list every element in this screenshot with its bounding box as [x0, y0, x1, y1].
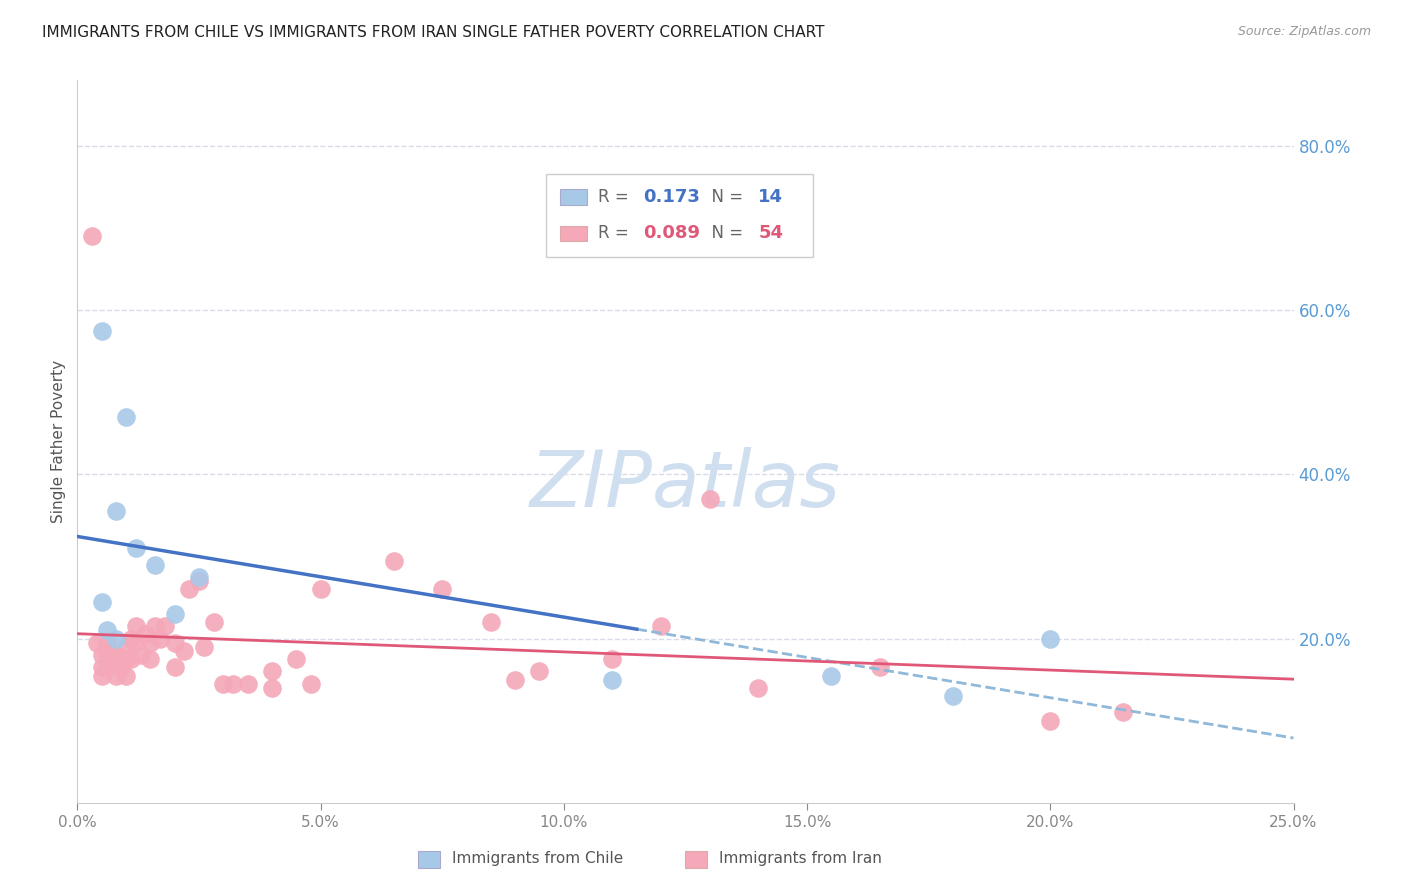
- Point: [153, 619, 176, 633]
- Point: [96, 644, 118, 658]
- Point: [869, 660, 891, 674]
- Point: [90, 668, 112, 682]
- Point: [1039, 632, 1062, 646]
- Point: [90, 648, 112, 662]
- Point: [139, 652, 162, 666]
- Point: [90, 660, 112, 674]
- Point: [202, 615, 225, 630]
- Text: Immigrants from Chile: Immigrants from Chile: [451, 851, 623, 866]
- Point: [96, 660, 118, 674]
- Point: [193, 640, 215, 654]
- Point: [115, 668, 138, 682]
- Point: [188, 574, 211, 588]
- Point: [285, 652, 308, 666]
- Point: [105, 657, 128, 671]
- Point: [173, 644, 195, 658]
- Bar: [418, 851, 440, 868]
- Point: [212, 677, 235, 691]
- Point: [650, 619, 672, 633]
- Point: [479, 615, 502, 630]
- Point: [309, 582, 332, 597]
- Point: [188, 570, 211, 584]
- Text: ZIPatlas: ZIPatlas: [530, 447, 841, 523]
- Text: Immigrants from Iran: Immigrants from Iran: [720, 851, 883, 866]
- Point: [163, 607, 186, 621]
- Point: [602, 652, 624, 666]
- Point: [143, 558, 166, 572]
- Bar: [560, 226, 586, 242]
- Text: N =: N =: [702, 188, 754, 206]
- Bar: [560, 189, 586, 205]
- Point: [163, 636, 186, 650]
- Point: [1039, 714, 1062, 728]
- Point: [602, 673, 624, 687]
- Point: [120, 632, 142, 646]
- Point: [96, 624, 118, 638]
- Point: [90, 324, 112, 338]
- Point: [139, 636, 162, 650]
- Y-axis label: Single Father Poverty: Single Father Poverty: [51, 360, 66, 523]
- Text: 14: 14: [758, 188, 783, 206]
- Text: R =: R =: [598, 225, 640, 243]
- Point: [125, 541, 148, 556]
- Point: [129, 648, 152, 662]
- Text: 0.173: 0.173: [643, 188, 700, 206]
- Point: [134, 627, 156, 641]
- Point: [105, 668, 128, 682]
- Point: [382, 553, 405, 567]
- Point: [260, 681, 283, 695]
- Point: [747, 681, 769, 695]
- Point: [105, 504, 128, 518]
- Text: R =: R =: [598, 188, 640, 206]
- Point: [430, 582, 453, 597]
- Point: [110, 660, 132, 674]
- Point: [529, 665, 551, 679]
- Text: IMMIGRANTS FROM CHILE VS IMMIGRANTS FROM IRAN SINGLE FATHER POVERTY CORRELATION : IMMIGRANTS FROM CHILE VS IMMIGRANTS FROM…: [42, 25, 825, 40]
- Point: [699, 491, 721, 506]
- Point: [125, 636, 148, 650]
- Point: [86, 636, 108, 650]
- Point: [236, 677, 259, 691]
- Point: [80, 229, 103, 244]
- Point: [105, 648, 128, 662]
- Point: [260, 665, 283, 679]
- Point: [163, 660, 186, 674]
- Point: [125, 619, 148, 633]
- Point: [222, 677, 245, 691]
- Point: [179, 582, 201, 597]
- Point: [115, 640, 138, 654]
- Point: [96, 636, 118, 650]
- Point: [105, 632, 128, 646]
- Point: [115, 652, 138, 666]
- FancyBboxPatch shape: [546, 174, 813, 257]
- Point: [820, 668, 842, 682]
- Text: 0.089: 0.089: [643, 225, 700, 243]
- Point: [942, 689, 965, 703]
- Point: [115, 409, 138, 424]
- Point: [503, 673, 526, 687]
- Point: [1112, 706, 1135, 720]
- Point: [90, 594, 112, 608]
- Text: Source: ZipAtlas.com: Source: ZipAtlas.com: [1237, 25, 1371, 38]
- Bar: [686, 851, 707, 868]
- Point: [100, 652, 122, 666]
- Point: [120, 652, 142, 666]
- Text: 54: 54: [758, 225, 783, 243]
- Point: [299, 677, 322, 691]
- Point: [149, 632, 172, 646]
- Text: N =: N =: [702, 225, 754, 243]
- Point: [143, 619, 166, 633]
